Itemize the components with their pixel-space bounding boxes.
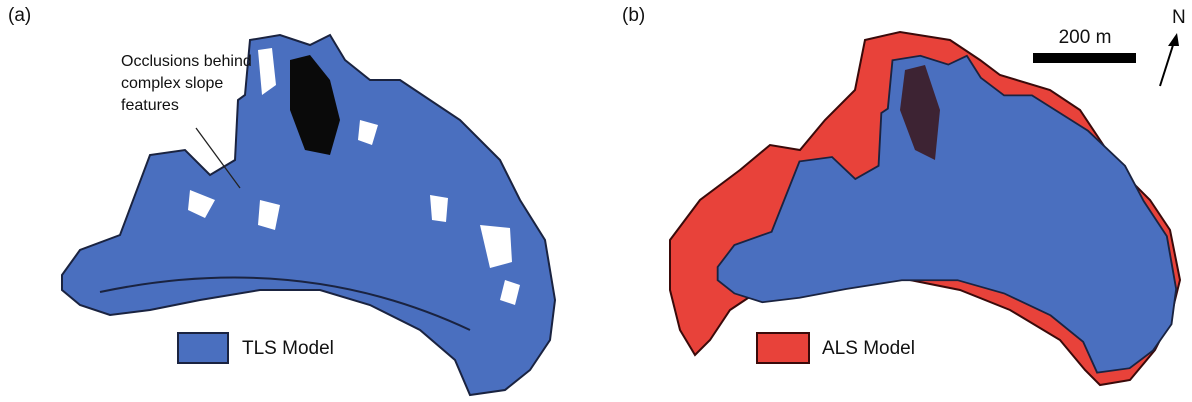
scale-bar-label: 200 m (1059, 27, 1112, 48)
road-line (99, 276, 471, 331)
scale-bar (1033, 53, 1136, 63)
legend-label: TLS Model (242, 338, 334, 359)
legend-label: ALS Model (822, 338, 915, 359)
north-label: N (1172, 7, 1186, 28)
legend-swatch (177, 332, 229, 364)
tls-overlay (716, 54, 1178, 374)
north-arrow (1159, 41, 1175, 87)
occlusion-black (290, 55, 340, 155)
north-arrowhead (1168, 33, 1179, 46)
annotation-leader (195, 127, 241, 189)
panel-label: (a) (8, 5, 31, 26)
panel-a: (a) Occlusions behind complex slope feat… (8, 5, 556, 396)
dark-patch (900, 65, 940, 160)
panel-label: (b) (622, 5, 645, 26)
annotation-line: complex slope (121, 75, 223, 92)
annotation-line: Occlusions behind (121, 53, 252, 70)
annotation-line: features (121, 97, 179, 114)
panel-b: (b) ALS Model 200 m N (622, 5, 1186, 387)
legend-swatch (756, 332, 810, 364)
